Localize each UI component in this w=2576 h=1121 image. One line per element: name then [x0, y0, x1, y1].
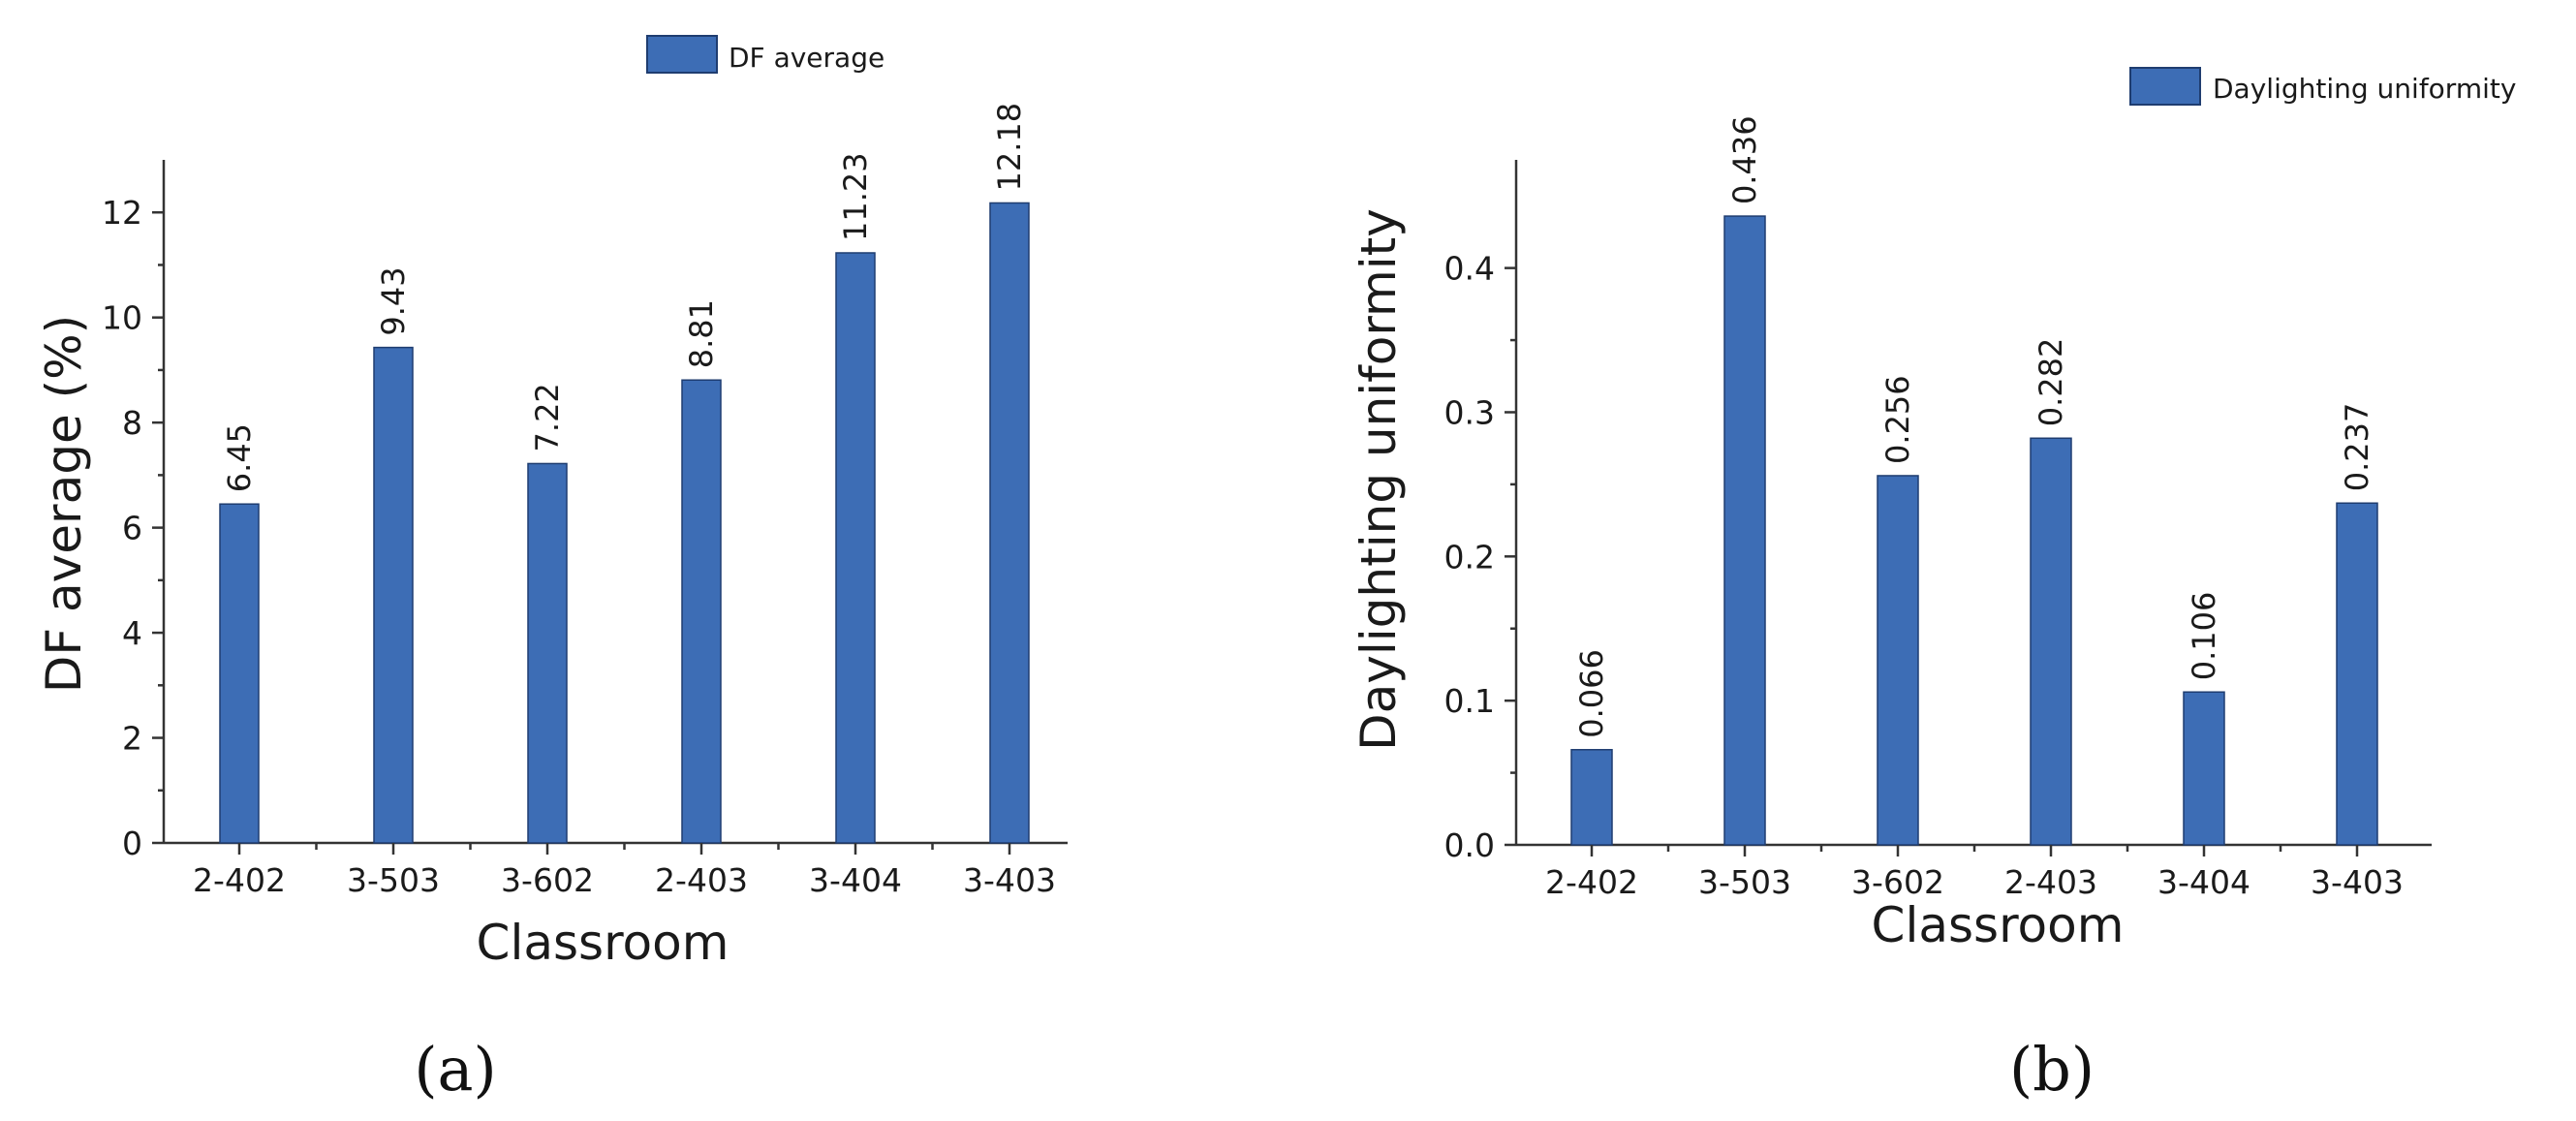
chart-a-x-tick-label: 3-602: [501, 861, 594, 899]
chart-a-bar: [681, 379, 722, 844]
chart-b-data-label: 0.106: [2186, 592, 2222, 681]
panel-label-b: (b): [2009, 1034, 2095, 1105]
chart-b-y-tick-label: 0.2: [1444, 538, 1495, 576]
chart-b-legend-label: Daylighting uniformity: [2213, 73, 2516, 105]
chart-a-data-label: 12.18: [991, 103, 1028, 192]
chart-a-y-axis-title: DF average (%): [36, 315, 92, 693]
chart-b: Daylighting uniformity Daylighting unifo…: [1350, 67, 2516, 1105]
chart-b-data-label: 0.436: [1726, 115, 1763, 204]
chart-b-x-axis-title: Classroom: [1872, 897, 2125, 953]
chart-a-x-tick-label: 3-503: [347, 861, 440, 899]
chart-a-y-tick-label: 4: [122, 614, 142, 652]
chart-a-data-label: 9.43: [375, 266, 412, 335]
chart-b-y-tick-label: 0.4: [1444, 250, 1495, 288]
chart-b-x-tick-label: 2-403: [2004, 863, 2097, 901]
chart-a-data-label: 11.23: [837, 152, 874, 241]
chart-a-bars: 6.45 9.43 7.22 8.81 11.23 12.18: [219, 103, 1030, 844]
chart-b-y-tick-label: 0.1: [1444, 682, 1495, 720]
chart-b-bar: [1570, 749, 1613, 846]
chart-a-data-label: 6.45: [221, 423, 258, 492]
chart-b-x-tick-label: 2-402: [1545, 863, 1638, 901]
chart-b-data-label: 0.237: [2339, 403, 2375, 492]
chart-b-legend-swatch: [2129, 67, 2201, 106]
chart-a: DF average DF average (%) Classroom 0 2 4 6…: [36, 35, 1068, 1105]
chart-b-bar: [2336, 502, 2378, 846]
chart-a-data-label: 8.81: [683, 299, 720, 368]
chart-b-data-label: 0.282: [2033, 338, 2069, 427]
chart-b-bar: [2183, 691, 2225, 846]
chart-a-x-ticks: 2-402 3-503 3-602 2-403 3-404 3-403: [193, 843, 1056, 899]
chart-b-x-tick-label: 3-404: [2157, 863, 2250, 901]
chart-b-x-tick-label: 3-403: [2311, 863, 2404, 901]
chart-a-legend-swatch: [646, 35, 718, 74]
chart-b-x-ticks: 2-402 3-503 3-602 2-403 3-404 3-403: [1545, 845, 2404, 901]
chart-a-bar: [219, 503, 260, 844]
chart-a-legend-label: DF average: [729, 42, 885, 74]
chart-a-bar: [527, 462, 568, 844]
panel-label-a: (a): [414, 1034, 496, 1105]
chart-b-bar: [1877, 475, 1919, 846]
chart-b-y-tick-label: 0.0: [1444, 826, 1495, 864]
chart-a-y-tick-label: 10: [102, 299, 142, 337]
chart-a-y-tick-label: 6: [122, 510, 142, 547]
chart-a-x-tick-label: 2-402: [193, 861, 286, 899]
chart-b-x-tick-label: 3-602: [1851, 863, 1944, 901]
chart-b-data-label: 0.066: [1573, 649, 1610, 738]
chart-b-bar: [1723, 215, 1766, 846]
chart-a-data-label: 7.22: [529, 383, 566, 452]
chart-a-x-axis-title: Classroom: [477, 915, 729, 971]
chart-b-bars: 0.066 0.436 0.256 0.282 0.106 0.237: [1570, 115, 2378, 846]
chart-a-bar: [835, 252, 876, 844]
chart-a-y-tick-label: 8: [122, 404, 142, 442]
chart-a-y-tick-label: 2: [122, 720, 142, 758]
chart-b-y-axis-title: Daylighting uniformity: [1350, 208, 1407, 751]
chart-b-data-label: 0.256: [1879, 375, 1916, 464]
chart-a-y-tick-label: 12: [102, 194, 142, 232]
chart-a-x-tick-label: 3-403: [963, 861, 1056, 899]
chart-a-y-tick-label: 0: [122, 825, 142, 862]
chart-b-bar: [2030, 437, 2072, 846]
chart-b-y-ticks: 0.0 0.1 0.2 0.3 0.4: [1444, 250, 1516, 864]
chart-a-y-ticks: 0 2 4 6 8 10 12: [102, 194, 164, 862]
chart-a-bar: [989, 202, 1030, 844]
chart-a-x-tick-label: 2-403: [655, 861, 748, 899]
chart-a-bar: [373, 346, 414, 844]
chart-b-y-tick-label: 0.3: [1444, 393, 1495, 431]
chart-a-x-tick-label: 3-404: [809, 861, 902, 899]
chart-b-x-tick-label: 3-503: [1698, 863, 1791, 901]
